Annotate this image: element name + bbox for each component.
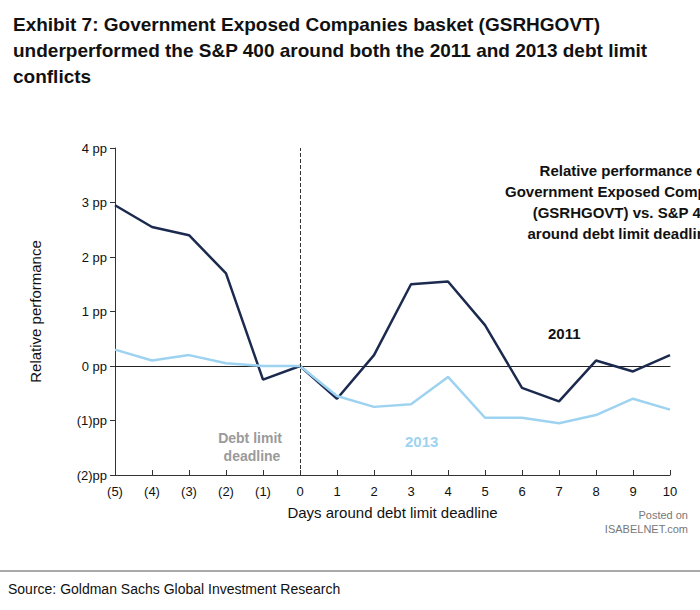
svg-text:underperformed the S&P 400 aro: underperformed the S&P 400 around both t… [13, 40, 652, 61]
svg-text:(5): (5) [107, 484, 123, 499]
svg-text:3: 3 [407, 484, 414, 499]
svg-text:3 pp: 3 pp [82, 195, 107, 210]
svg-text:Relative performance: Relative performance [27, 240, 44, 383]
svg-text:9: 9 [629, 484, 636, 499]
svg-text:(2)pp: (2)pp [77, 468, 107, 483]
svg-text:1 pp: 1 pp [82, 304, 107, 319]
svg-text:7: 7 [555, 484, 562, 499]
svg-text:ISABELNET.com: ISABELNET.com [605, 523, 688, 535]
svg-text:Debt limit: Debt limit [218, 430, 286, 446]
svg-text:0: 0 [296, 484, 303, 499]
svg-text:(3): (3) [181, 484, 197, 499]
svg-text:(2): (2) [218, 484, 234, 499]
svg-text:deadline: deadline [224, 448, 281, 464]
svg-text:8: 8 [592, 484, 599, 499]
svg-text:Relative performance of: Relative performance of [540, 162, 700, 179]
svg-text:around debt limit deadlines: around debt limit deadlines [528, 225, 700, 242]
svg-text:4 pp: 4 pp [82, 141, 107, 156]
svg-text:(GSRHGOVT) vs. S&P 400: (GSRHGOVT) vs. S&P 400 [533, 204, 700, 221]
svg-text:conflicts: conflicts [13, 66, 91, 87]
svg-text:2011: 2011 [548, 325, 581, 342]
svg-text:(4): (4) [144, 484, 160, 499]
svg-text:Posted on: Posted on [638, 509, 688, 521]
svg-text:1: 1 [333, 484, 340, 499]
svg-text:10: 10 [663, 484, 677, 499]
svg-text:0 pp: 0 pp [82, 359, 107, 374]
svg-text:Exhibit 7: Government Exposed: Exhibit 7: Government Exposed Companies … [13, 14, 605, 35]
svg-text:(1): (1) [255, 484, 271, 499]
svg-text:Source: Goldman Sachs Global I: Source: Goldman Sachs Global Investment … [8, 581, 340, 597]
svg-text:4: 4 [444, 484, 451, 499]
svg-text:5: 5 [481, 484, 488, 499]
svg-text:2 pp: 2 pp [82, 250, 107, 265]
svg-text:(1)pp: (1)pp [77, 413, 107, 428]
svg-text:6: 6 [518, 484, 525, 499]
svg-text:Days around debt limit deadlin: Days around debt limit deadline [287, 504, 497, 521]
svg-text:Government Exposed Companies: Government Exposed Companies [505, 183, 700, 200]
svg-text:2: 2 [370, 484, 377, 499]
svg-text:2013: 2013 [405, 433, 438, 450]
